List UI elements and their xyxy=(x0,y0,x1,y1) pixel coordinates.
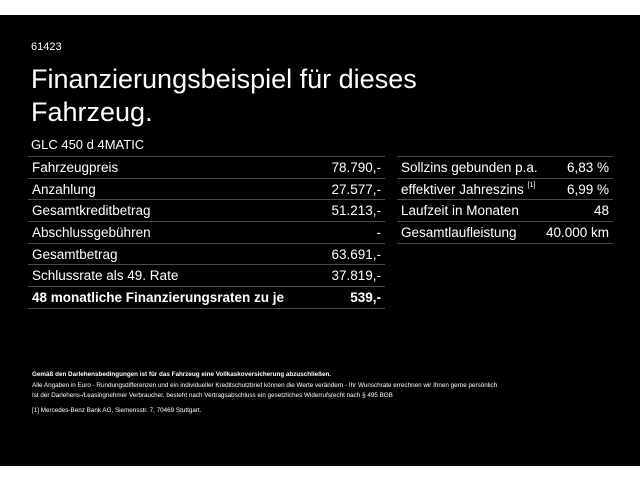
row-label: Anzahlung xyxy=(32,181,96,197)
insurance-note: Gemäß den Darlehensbedingungen ist für d… xyxy=(32,371,332,378)
row-value: 63.691,- xyxy=(331,246,381,262)
row-value: 78.790,- xyxy=(331,159,381,175)
note-line: Ist der Darlehens-/Leasingnehmer Verbrau… xyxy=(32,392,393,399)
row-label: Fahrzeugpreis xyxy=(32,159,119,175)
table-row: Gesamtbetrag 63.691,- xyxy=(28,244,385,266)
row-label: effektiver Jahreszins [1] xyxy=(401,182,535,197)
row-label: 48 monatliche Finanzierungsraten zu je xyxy=(32,289,285,305)
monthly-rate-row: 48 monatliche Finanzierungsraten zu je 53… xyxy=(28,287,385,309)
row-value: - xyxy=(376,224,382,240)
row-value: 48 xyxy=(593,203,609,219)
row-label: Abschlussgebühren xyxy=(32,224,151,240)
row-value: 37.819,- xyxy=(331,268,381,284)
table-row: Sollzins gebunden p.a. 6,83 % xyxy=(397,157,613,179)
table-row: Abschlussgebühren - xyxy=(28,222,385,244)
note-line: Alle Angaben in Euro - Rundungsdifferenz… xyxy=(32,382,498,389)
row-label: Schlussrate als 49. Rate xyxy=(32,268,179,284)
financing-table: Fahrzeugpreis 78.790,- Anzahlung 27.577,- … xyxy=(28,156,385,309)
row-value: 40.000 km xyxy=(545,224,609,240)
page-title: Finanzierungsbeispiel für dieses Fahrzeu… xyxy=(31,64,417,127)
table-row: effektiver Jahreszins [1] 6,99 % xyxy=(397,179,613,201)
row-label-text: effektiver Jahreszins xyxy=(401,181,524,197)
model-name: GLC 450 d 4MATIC xyxy=(31,137,145,152)
table-row: Anzahlung 27.577,- xyxy=(28,179,385,201)
row-label: Sollzins gebunden p.a. xyxy=(401,159,538,175)
legal-notes: Gemäß den Darlehensbedingungen ist für d… xyxy=(32,369,622,416)
footnote-mark: [1] xyxy=(32,407,40,414)
row-value: 539,- xyxy=(350,289,381,305)
row-label: Gesamtkreditbetrag xyxy=(32,203,151,219)
footnote-text: Mercedes-Benz Bank AG, Siemensstr. 7, 70… xyxy=(40,407,202,414)
table-row: Schlussrate als 49. Rate 37.819,- xyxy=(28,265,385,288)
row-value: 27.577,- xyxy=(331,181,381,197)
row-label: Laufzeit in Monaten xyxy=(401,203,519,219)
terms-table: Sollzins gebunden p.a. 6,83 % effektiver … xyxy=(397,156,613,244)
row-value: 6,83 % xyxy=(566,159,609,175)
table-row: Gesamtlaufleistung 40.000 km xyxy=(397,222,613,244)
financing-panel: 61423 Finanzierungsbeispiel für dieses F… xyxy=(0,15,640,466)
row-value: 51.213,- xyxy=(331,203,381,219)
table-row: Gesamtkreditbetrag 51.213,- xyxy=(28,200,385,223)
row-label: Gesamtbetrag xyxy=(32,246,118,262)
table-row: Laufzeit in Monaten 48 xyxy=(397,200,613,223)
footnote-ref: [1] xyxy=(527,181,536,189)
row-value: 6,99 % xyxy=(566,181,609,197)
vehicle-id: 61423 xyxy=(31,41,62,53)
row-label: Gesamtlaufleistung xyxy=(401,224,517,240)
footnote: [1] Mercedes-Benz Bank AG, Siemensstr. 7… xyxy=(32,405,622,416)
table-row: Fahrzeugpreis 78.790,- xyxy=(28,157,385,179)
